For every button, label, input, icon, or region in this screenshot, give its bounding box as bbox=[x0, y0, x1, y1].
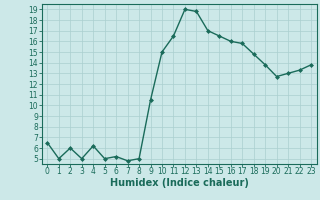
X-axis label: Humidex (Indice chaleur): Humidex (Indice chaleur) bbox=[110, 178, 249, 188]
